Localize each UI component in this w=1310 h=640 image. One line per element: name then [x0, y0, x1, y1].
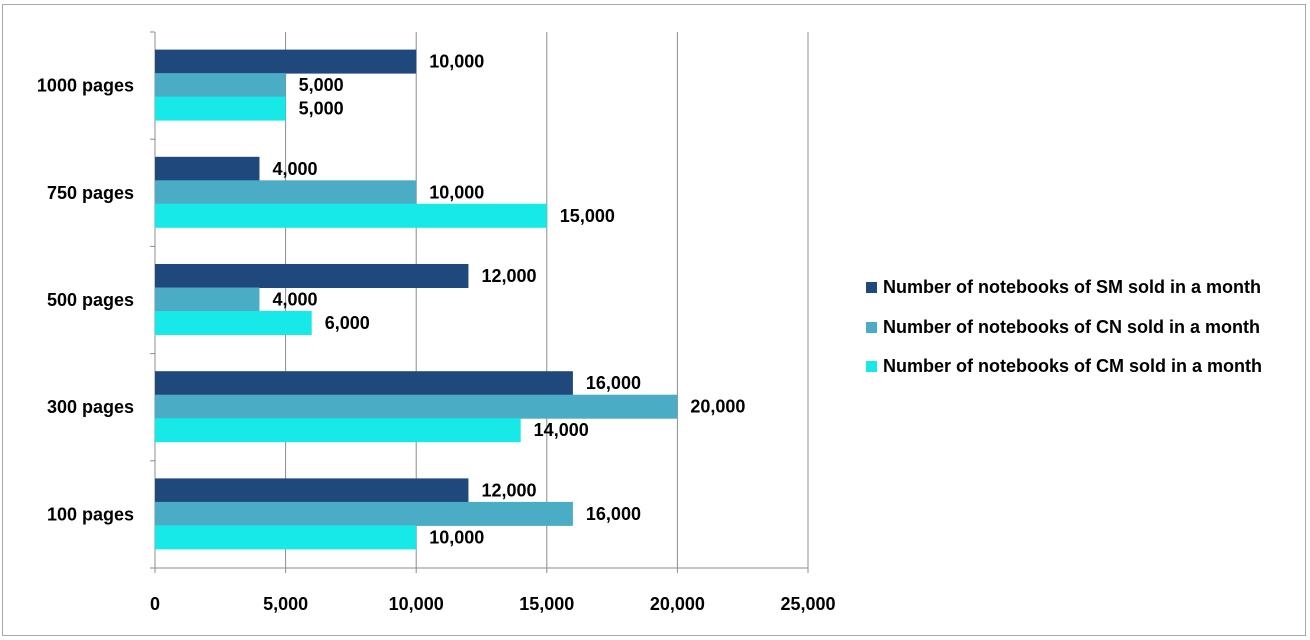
- legend-swatch-cm: [866, 361, 877, 373]
- bar: [155, 371, 573, 396]
- legend-swatch-cn: [866, 321, 877, 333]
- bar: [155, 311, 312, 335]
- data-label: 14,000: [534, 420, 589, 440]
- bar: [155, 203, 547, 228]
- legend-item-cn: Number of notebooks of CN sold in a mont…: [866, 308, 1262, 348]
- legend-swatch-sm: [866, 282, 877, 294]
- x-tick-label: 20,000: [650, 594, 705, 614]
- legend-label-cm: Number of notebooks of CM sold in a mont…: [883, 356, 1262, 377]
- bar: [155, 156, 260, 181]
- data-label: 6,000: [325, 313, 370, 333]
- bar: [155, 394, 678, 419]
- bar: [155, 264, 469, 288]
- bar: [155, 501, 573, 526]
- data-label: 4,000: [272, 159, 317, 179]
- x-tick-label: 15,000: [519, 594, 574, 614]
- bar: [155, 73, 286, 98]
- category-label: 100 pages: [47, 504, 134, 524]
- x-tick-label: 25,000: [780, 594, 835, 614]
- data-label: 16,000: [586, 504, 641, 524]
- legend: Number of notebooks of SM sold in a mont…: [866, 268, 1262, 387]
- legend-item-sm: Number of notebooks of SM sold in a mont…: [866, 268, 1262, 308]
- chart-frame: [2, 4, 1306, 636]
- category-label: 750 pages: [47, 183, 134, 203]
- data-label: 10,000: [429, 52, 484, 72]
- data-label: 4,000: [272, 290, 317, 310]
- bar: [155, 180, 417, 205]
- data-label: 10,000: [429, 182, 484, 202]
- bar: [155, 418, 521, 443]
- category-label: 500 pages: [47, 290, 134, 310]
- data-label: 15,000: [560, 206, 615, 226]
- x-tick-label: 5,000: [263, 594, 308, 614]
- data-label: 5,000: [299, 75, 344, 95]
- category-label: 1000 pages: [37, 76, 134, 96]
- data-label: 10,000: [429, 527, 484, 547]
- data-label: 20,000: [690, 397, 745, 417]
- bar: [155, 96, 286, 121]
- data-label: 12,000: [481, 480, 536, 500]
- legend-label-cn: Number of notebooks of CN sold in a mont…: [883, 316, 1260, 337]
- legend-label-sm: Number of notebooks of SM sold in a mont…: [883, 277, 1261, 298]
- data-label: 16,000: [586, 373, 641, 393]
- bar: [155, 49, 417, 74]
- category-label: 300 pages: [47, 397, 134, 417]
- x-tick-label: 10,000: [389, 594, 444, 614]
- bar: [155, 287, 260, 312]
- data-label: 5,000: [299, 99, 344, 119]
- bar: [155, 478, 469, 503]
- data-label: 12,000: [481, 266, 536, 286]
- x-tick-label: 0: [150, 594, 160, 614]
- legend-item-cm: Number of notebooks of CM sold in a mont…: [866, 347, 1262, 387]
- bar: [155, 525, 417, 550]
